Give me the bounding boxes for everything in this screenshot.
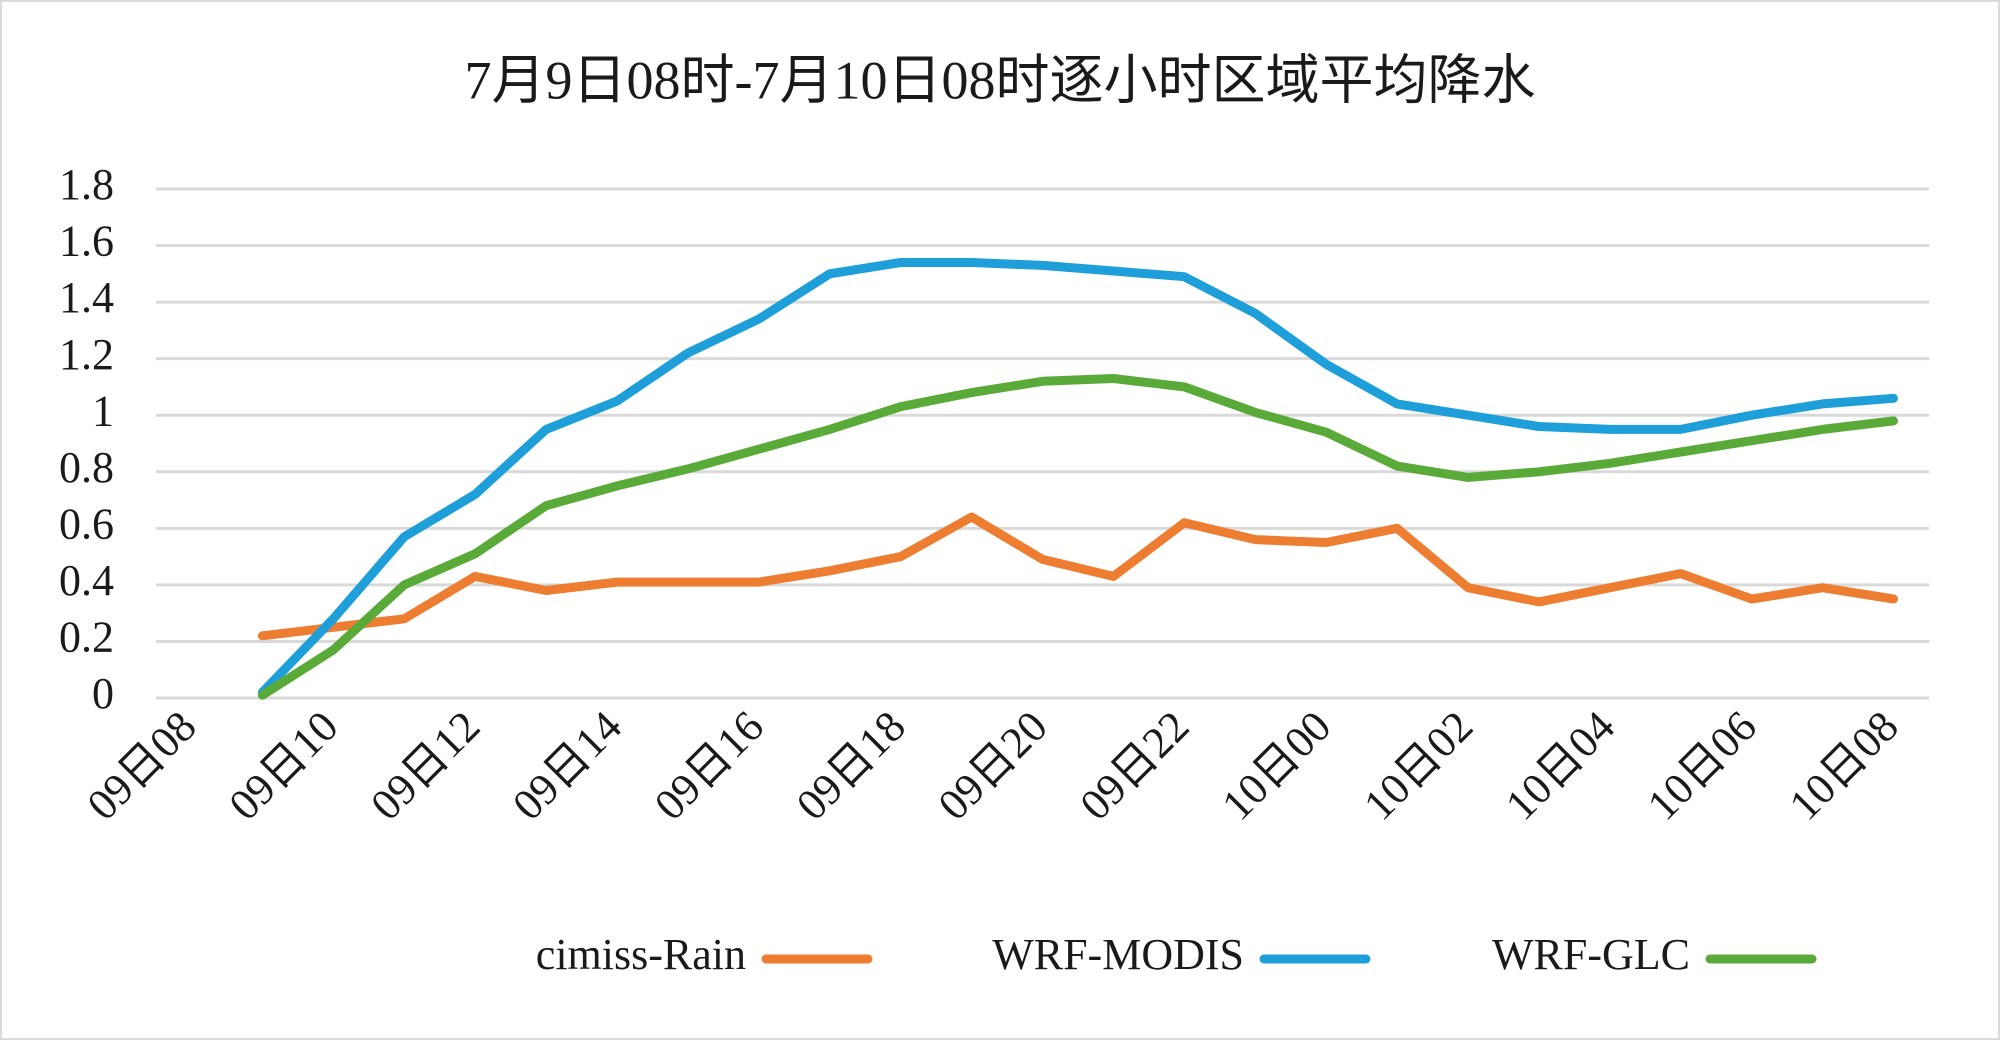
y-tick-label: 1.4 bbox=[59, 273, 114, 322]
y-tick-label: 1 bbox=[92, 386, 114, 435]
legend-label: cimiss-Rain bbox=[536, 930, 746, 979]
y-tick-label: 0 bbox=[92, 669, 114, 718]
series-line bbox=[257, 374, 1898, 700]
y-tick-label: 1.6 bbox=[59, 217, 114, 266]
y-tick-label: 0.2 bbox=[59, 613, 114, 662]
y-tick-label: 0.4 bbox=[59, 556, 114, 605]
series-line bbox=[257, 258, 1898, 697]
y-tick-label: 1.2 bbox=[59, 330, 114, 379]
y-tick-label: 1.8 bbox=[59, 160, 114, 209]
series-line bbox=[257, 512, 1898, 641]
chart-title: 7月9日08时-7月10日08时逐小时区域平均降水 bbox=[465, 50, 1536, 110]
legend-label: WRF-MODIS bbox=[992, 930, 1244, 979]
y-tick-label: 0.6 bbox=[59, 499, 114, 548]
y-tick-label: 0.8 bbox=[59, 443, 114, 492]
legend-label: WRF-GLC bbox=[1492, 930, 1690, 979]
